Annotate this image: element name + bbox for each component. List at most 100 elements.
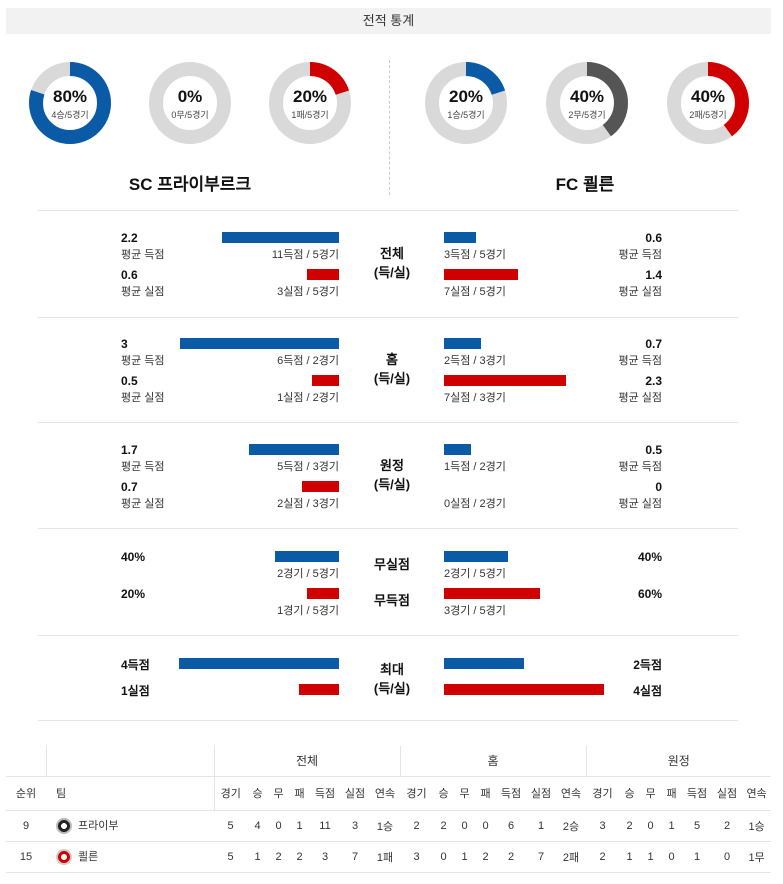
col-header: 무: [268, 776, 289, 811]
away-clean-sheet-value: 40%: [637, 550, 662, 564]
donut-arc: [425, 62, 507, 144]
team-cell[interactable]: 쾰른: [46, 841, 214, 873]
donut-caption: 1승/5경기: [447, 110, 485, 120]
home-avg-score-value: 1.7: [121, 443, 138, 457]
away-avg-score-label: 평균 득점: [618, 461, 662, 473]
table-row: 15 쾰른 5 1 2 2 3 7 1패 3 0 1 2 2 7 2패 2 1 …: [6, 841, 772, 873]
home-avg-concede-value: 0.5: [121, 374, 138, 388]
away-max-score-value: 2득점: [633, 658, 662, 672]
section-title-line2: (득/실): [373, 477, 411, 492]
away-score-bar: [444, 444, 471, 455]
away-team-name: FC 쾰른: [555, 175, 615, 194]
donut-percent: 40%: [569, 87, 605, 106]
section-title-clean-sheet: 무실점: [374, 557, 410, 572]
away-avg-concede-label: 평균 실점: [618, 498, 662, 510]
stat-cell: 7: [526, 841, 557, 873]
home-clean-bar: [275, 551, 339, 562]
home-score-bar: [222, 232, 339, 243]
empty-cell: [45, 746, 214, 777]
donut-ring: [149, 62, 231, 144]
away-concede-bar: [444, 269, 518, 280]
away-draw-donut: 40% 2무/5경기: [545, 61, 629, 145]
donut-ring: [667, 62, 749, 144]
stat-cell: 1승: [370, 810, 401, 842]
away-concede-caption: 0실점 / 2경기: [444, 498, 506, 510]
col-header: 득점: [496, 776, 527, 811]
donut-percent: 20%: [292, 87, 328, 106]
team-cell[interactable]: 프라이부: [46, 810, 214, 842]
home-avg-score-value: 3: [121, 337, 128, 351]
away-avg-concede-label: 평균 실점: [618, 392, 662, 404]
section-title-line1: 전체: [380, 246, 404, 261]
divider: [38, 317, 738, 318]
team-header: 팀: [46, 776, 214, 811]
home-loss-donut: 20% 1패/5경기: [268, 61, 352, 145]
home-score-bar: [180, 338, 339, 349]
stat-cell: 5: [214, 841, 247, 873]
donut-arc: [269, 62, 351, 144]
away-clean-caption: 2경기 / 5경기: [444, 568, 506, 580]
stat-cell: 7: [340, 841, 370, 873]
group-away: 원정: [585, 746, 772, 777]
team-name: 쾰른: [78, 850, 99, 863]
col-header: 무: [640, 776, 662, 811]
donut-percent: 80%: [52, 87, 88, 106]
away-avg-score-label: 평균 득점: [618, 249, 662, 261]
stat-cell: 3: [310, 841, 340, 873]
donut-percent: 0%: [177, 87, 203, 106]
stat-cell: 0: [268, 810, 289, 842]
stat-cell: 1패: [370, 841, 401, 873]
stat-cell: 0: [661, 841, 683, 873]
away-max-concede-bar: [444, 684, 604, 695]
col-header: 무: [454, 776, 476, 811]
section-title-away: 원정 (득/실): [352, 456, 432, 494]
home-max-concede-value: 1실점: [121, 684, 150, 698]
away-avg-score-value: 0.6: [645, 231, 662, 245]
away-avg-score-value: 0.5: [645, 443, 662, 457]
home-score-caption: 6득점 / 2경기: [277, 355, 339, 367]
home-max-concede-bar: [299, 684, 339, 695]
away-avg-score-label: 평균 득점: [618, 355, 662, 367]
home-avg-concede-value: 0.6: [121, 268, 138, 282]
home-clean-sheet-value: 40%: [121, 550, 146, 564]
stat-cell: 0: [475, 810, 497, 842]
away-noscore-bar: [444, 588, 540, 599]
group-overall: 전체: [213, 746, 401, 777]
stat-cell: 2: [712, 810, 743, 842]
stat-cell: 1: [454, 841, 476, 873]
stat-cell: 5: [682, 810, 713, 842]
donut-caption: 4승/5경기: [51, 110, 89, 120]
col-header: 승: [433, 776, 455, 811]
home-avg-concede-label: 평균 실점: [121, 286, 165, 298]
col-header: 득점: [682, 776, 713, 811]
away-avg-concede-label: 평균 실점: [618, 286, 662, 298]
stat-cell: 1: [247, 841, 268, 873]
col-header: 연속: [370, 776, 401, 811]
section-title-line2: (득/실): [373, 681, 411, 696]
section-title-line1: 최대: [380, 662, 404, 677]
home-draw-donut: 0% 0무/5경기: [148, 61, 232, 145]
away-avg-concede-value: 2.3: [645, 374, 662, 388]
stat-cell: 6: [496, 810, 527, 842]
home-noscore-bar: [307, 588, 339, 599]
col-header: 경기: [213, 776, 247, 811]
donut-arc: [29, 62, 111, 144]
stat-cell: 1승: [742, 810, 772, 842]
donut-arc: [667, 62, 749, 144]
stat-cell: 3: [586, 810, 620, 842]
section-title-line1: 홈: [386, 352, 398, 367]
rank-cell: 9: [6, 810, 46, 842]
section-title-home: 홈 (득/실): [352, 350, 432, 388]
away-avg-concede-value: 1.4: [645, 268, 662, 282]
away-concede-caption: 7실점 / 5경기: [444, 286, 506, 298]
away-score-bar: [444, 338, 481, 349]
page-title: 전적 통계: [6, 8, 771, 34]
team-header-label: 팀: [56, 788, 67, 800]
away-avg-concede-value: 0: [655, 480, 662, 494]
home-avg-score-label: 평균 득점: [121, 355, 165, 367]
stat-cell: 2패: [556, 841, 587, 873]
away-score-caption: 1득점 / 2경기: [444, 461, 506, 473]
rank-cell: 15: [6, 841, 46, 873]
away-loss-donut: 40% 2패/5경기: [666, 61, 750, 145]
donut-caption: 2무/5경기: [568, 110, 606, 120]
